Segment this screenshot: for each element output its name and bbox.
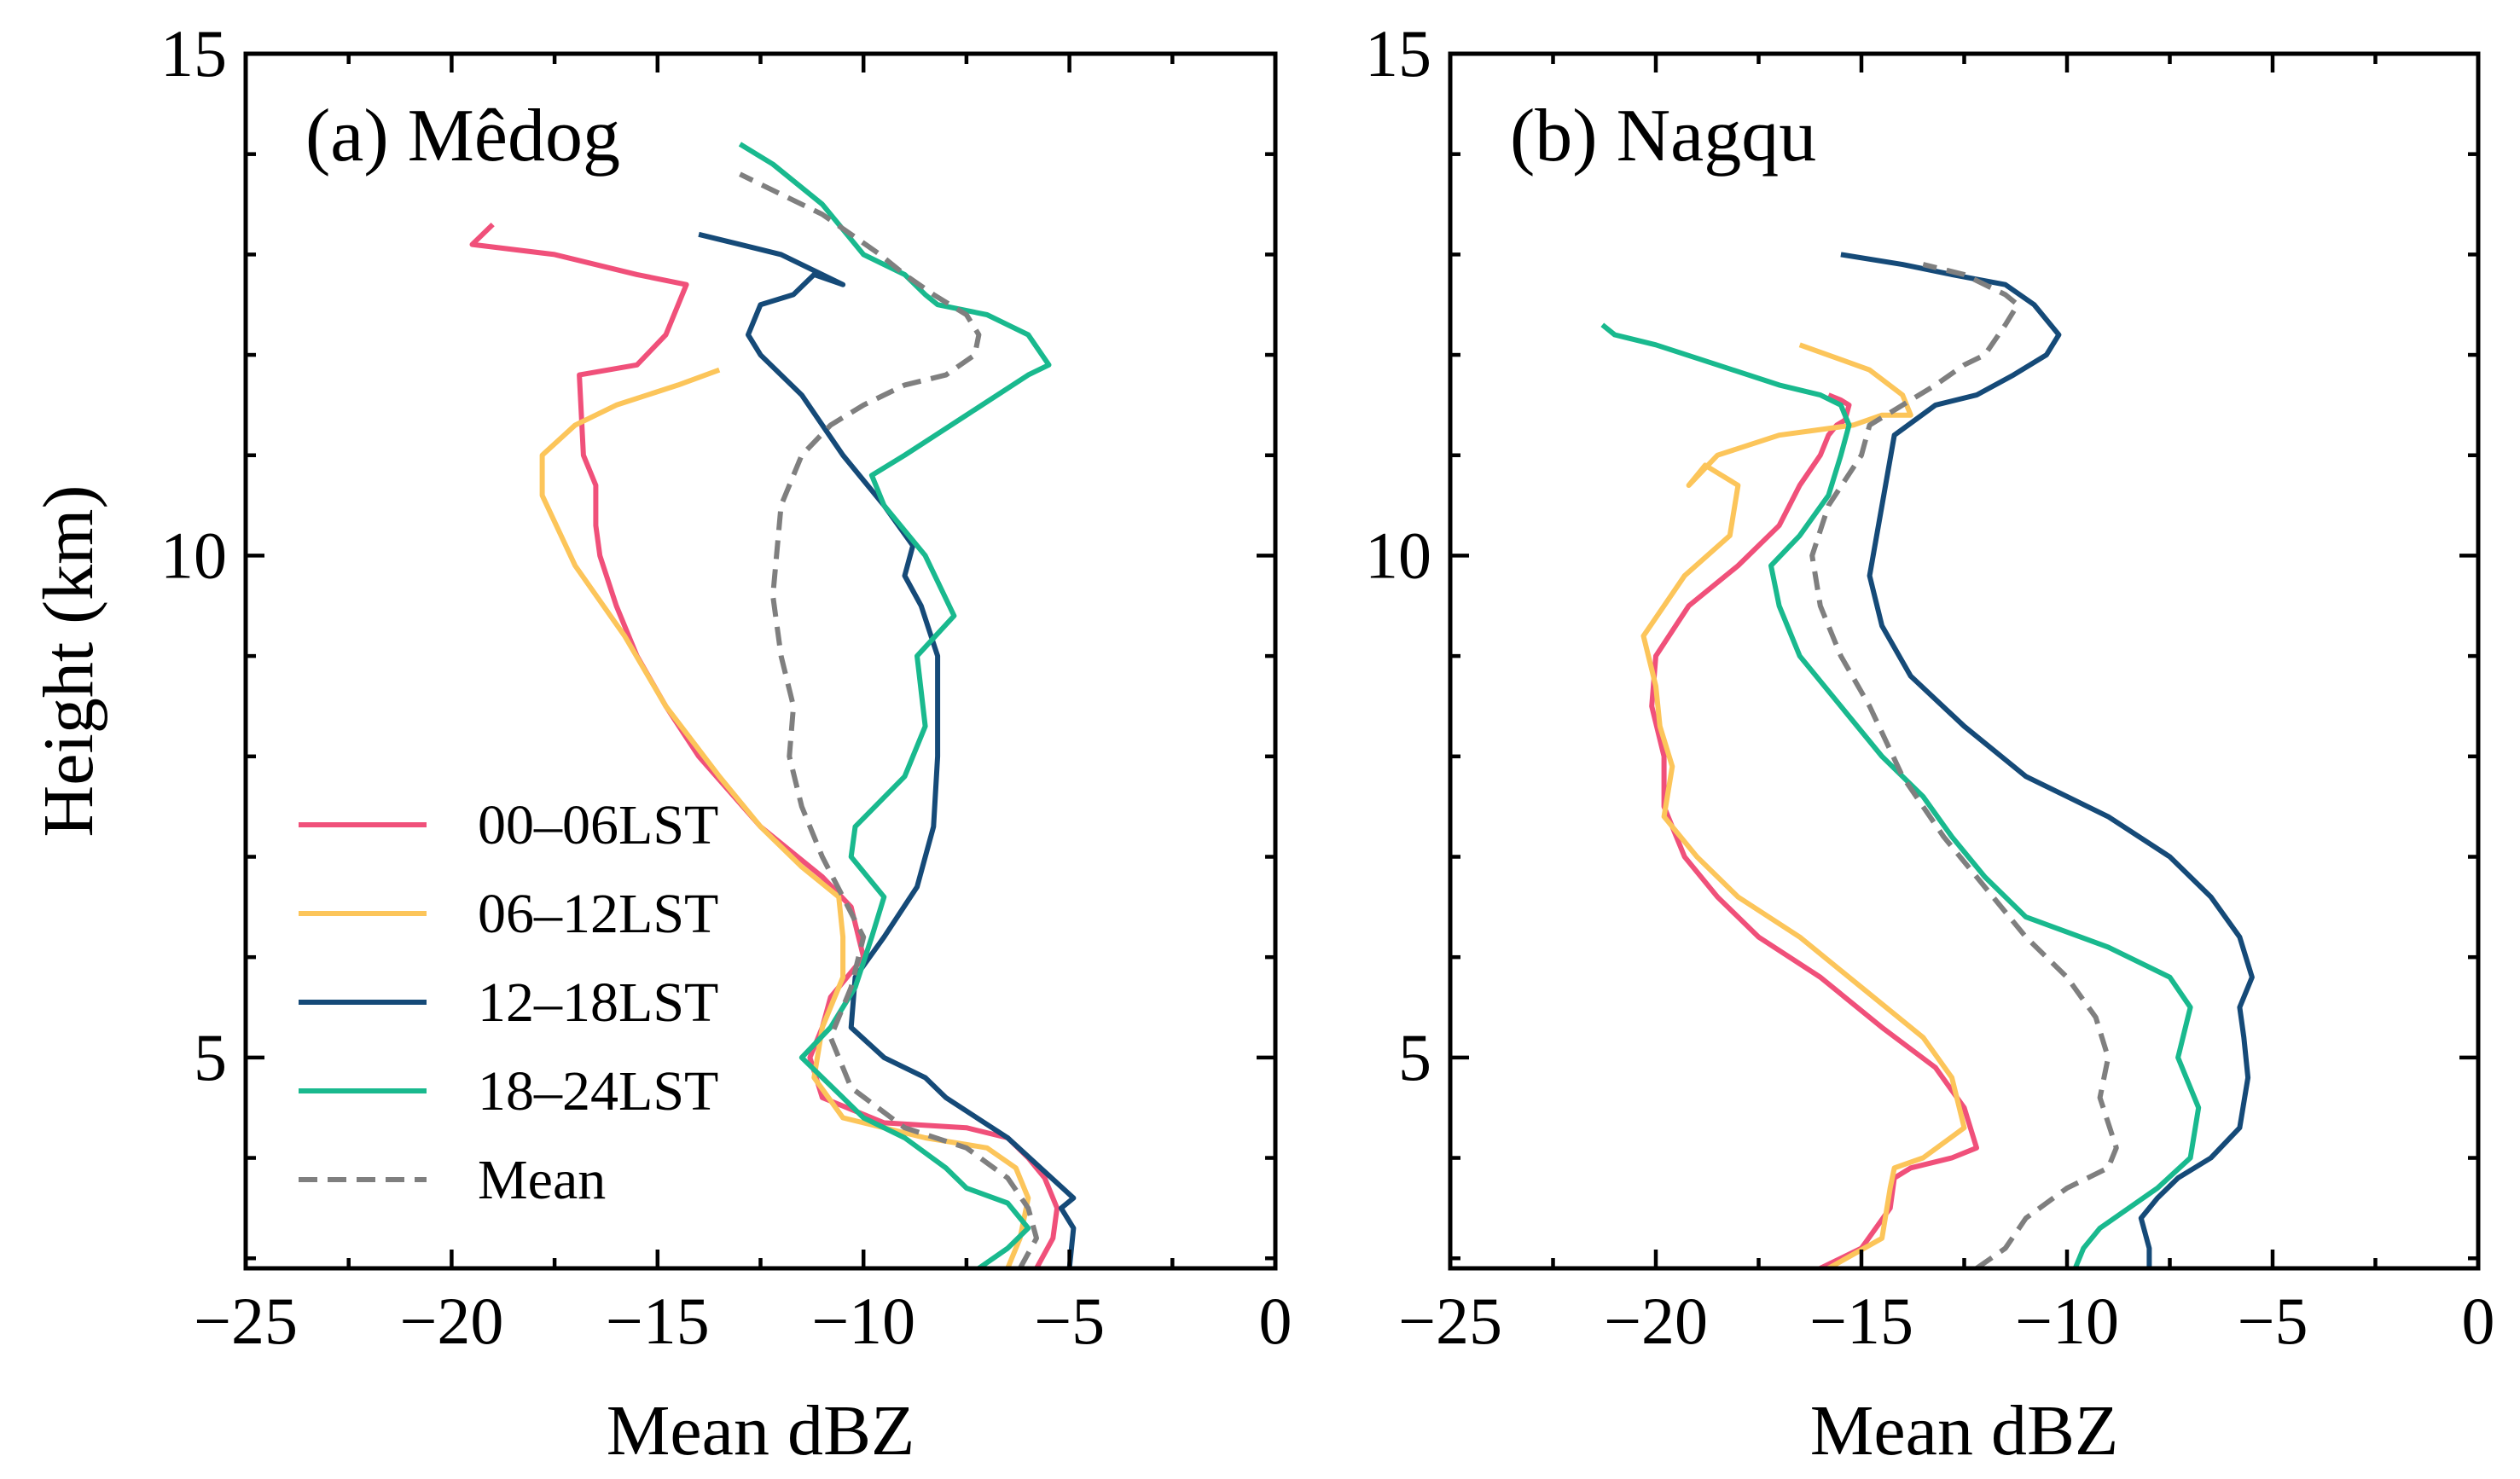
legend-label: 00–06LST [478, 794, 718, 856]
series-line-06-12lst [539, 367, 1031, 1268]
y-tick-label: 10 [160, 518, 227, 592]
legend-label: Mean [478, 1149, 606, 1211]
x-tick-label: −20 [1604, 1284, 1708, 1358]
legend-label: 18–24LST [478, 1060, 718, 1122]
y-tick-label: 5 [1398, 1020, 1431, 1094]
y-tick-label: 15 [1365, 16, 1431, 90]
x-axis-label: Mean dBZ [1810, 1391, 2119, 1470]
y-tick-label: 5 [194, 1020, 227, 1094]
x-tick-label: −25 [1398, 1284, 1502, 1358]
x-tick-label: −15 [606, 1284, 710, 1358]
x-tick-label: −15 [1809, 1284, 1913, 1358]
x-axis-label: Mean dBZ [607, 1391, 915, 1470]
plot-frame [1448, 51, 2481, 1271]
panel-a: −25 −20 −15 −10 −5 0 5 10 15 (a) Mêdog Mean dBZ Hei… [29, 16, 1292, 1470]
x-tick-label: −5 [1034, 1284, 1105, 1358]
legend: 00–06LST 06–12LST 12–18LST 18–24LST Mean [299, 794, 718, 1211]
x-tick-label: 0 [2462, 1284, 2495, 1358]
series-line-18-24lst [738, 142, 1052, 1268]
series-group [469, 142, 1077, 1268]
x-tick-label: 0 [1259, 1284, 1292, 1358]
x-tick-label: −20 [399, 1284, 503, 1358]
x-tick-label: −10 [811, 1284, 915, 1358]
series-line-06-12lst [1640, 342, 1967, 1268]
panel-b: −25 −20 −15 −10 −5 0 5 10 15 (b) Nagqu Mean dBZ [1365, 16, 2495, 1470]
y-tick-label: 15 [160, 16, 227, 90]
x-tick-label: −25 [194, 1284, 298, 1358]
series-line-mean [1809, 262, 2119, 1268]
series-line-18-24lst [1600, 322, 2202, 1268]
legend-label: 06–12LST [478, 883, 718, 945]
series-line-12-18lst [698, 231, 1077, 1268]
x-tick-label: −10 [2015, 1284, 2119, 1358]
series-line-mean [739, 171, 1039, 1268]
panel-title: (a) Mêdog [305, 95, 620, 177]
y-tick-label: 10 [1365, 518, 1431, 592]
y-axis-label: Height (km) [29, 485, 108, 838]
series-line-12-18lst [1840, 252, 2255, 1268]
series-line-00-06lst [1649, 392, 1979, 1268]
series-group [1600, 252, 2255, 1268]
panel-title: (b) Nagqu [1510, 95, 1816, 177]
x-tick-label: −5 [2238, 1284, 2308, 1358]
legend-label: 12–18LST [478, 972, 718, 1034]
plot-frame [243, 51, 1278, 1271]
